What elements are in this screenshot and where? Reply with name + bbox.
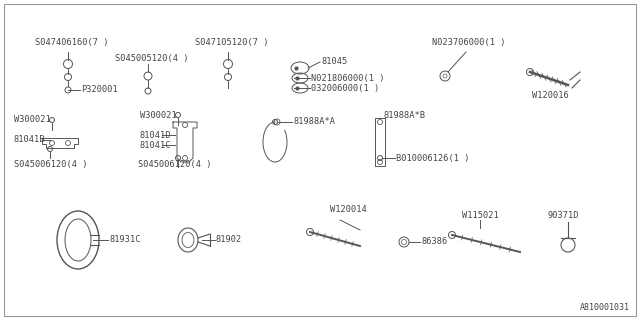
Text: W115021: W115021 bbox=[462, 211, 499, 220]
Text: S045006120(4 ): S045006120(4 ) bbox=[14, 161, 88, 170]
Text: W120016: W120016 bbox=[532, 92, 569, 100]
Text: 81041C: 81041C bbox=[140, 140, 172, 149]
Text: 81902: 81902 bbox=[216, 236, 243, 244]
Text: S045005120(4 ): S045005120(4 ) bbox=[115, 53, 189, 62]
Text: 81041D: 81041D bbox=[140, 131, 172, 140]
Text: 81988A*B: 81988A*B bbox=[384, 110, 426, 119]
Text: B010006126(1 ): B010006126(1 ) bbox=[396, 154, 470, 163]
Text: 032006000(1 ): 032006000(1 ) bbox=[311, 84, 380, 92]
Text: A810001031: A810001031 bbox=[580, 303, 630, 312]
Text: S047406160(7 ): S047406160(7 ) bbox=[35, 37, 109, 46]
Text: N023706000(1 ): N023706000(1 ) bbox=[432, 37, 506, 46]
Text: S045006120(4 ): S045006120(4 ) bbox=[138, 161, 211, 170]
Bar bbox=[375, 118, 385, 166]
Text: 81931C: 81931C bbox=[109, 236, 141, 244]
Text: 81045: 81045 bbox=[322, 58, 348, 67]
Text: P320001: P320001 bbox=[81, 85, 118, 94]
Text: 81041B: 81041B bbox=[14, 135, 45, 145]
Text: W300021: W300021 bbox=[140, 110, 177, 119]
Text: W300021: W300021 bbox=[14, 116, 51, 124]
Text: N021806000(1 ): N021806000(1 ) bbox=[311, 74, 385, 83]
Text: S047105120(7 ): S047105120(7 ) bbox=[195, 37, 269, 46]
Text: 90371D: 90371D bbox=[548, 211, 579, 220]
Text: 86386: 86386 bbox=[421, 237, 447, 246]
Text: 81988A*A: 81988A*A bbox=[293, 117, 335, 126]
Text: W120014: W120014 bbox=[330, 205, 367, 214]
